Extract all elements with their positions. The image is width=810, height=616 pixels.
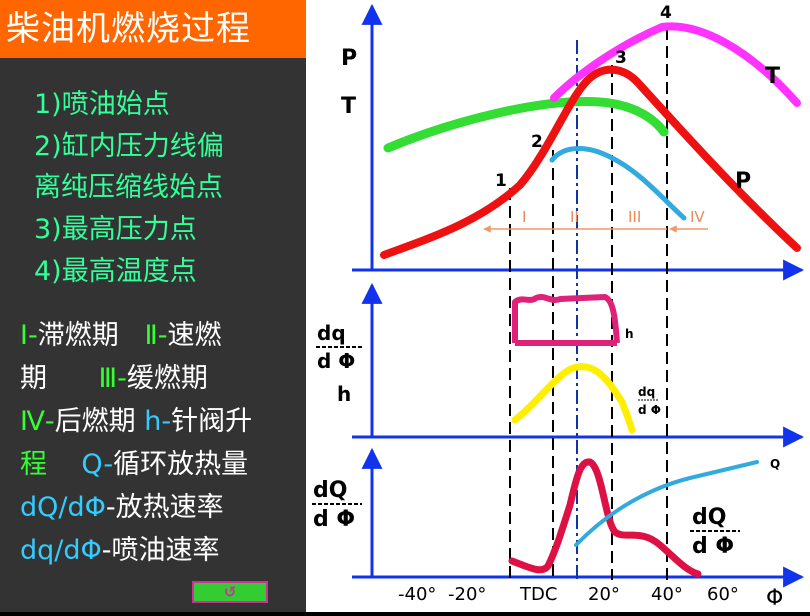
point-3: 3)最高压力点	[34, 214, 197, 245]
legend-phase-3-mark: Ⅲ-	[98, 363, 127, 394]
injection-rate-curve	[511, 363, 636, 434]
legend-line-6: dq/dΦ-喷油速率	[20, 529, 220, 573]
x-tick-20: 20°	[588, 584, 620, 605]
legend-h-text: 针阀升	[171, 406, 253, 437]
top-p-label: P	[341, 46, 357, 71]
dq-curve-label-num: dq	[638, 385, 655, 399]
legend-dq-mark: dQ/dΦ	[20, 492, 106, 523]
injection-curve	[549, 146, 687, 221]
legend-dqinj-mark: dq/dΦ	[20, 535, 102, 566]
legend-q-text: 循环放热量	[113, 449, 249, 480]
x-tick-40: 40°	[651, 584, 683, 605]
p-curve-label: P	[735, 169, 751, 194]
x-tick-minus20: -20°	[448, 584, 486, 605]
point-2-cont: 离纯压缩线始点	[34, 172, 223, 203]
point-label-2: 2	[531, 132, 543, 152]
point-1: 1)喷油始点	[34, 89, 170, 120]
x-tick-tdc: TDC	[519, 584, 557, 605]
bot-curve-label-den: d Φ	[692, 534, 734, 559]
bot-dq-num: dQ	[313, 478, 347, 503]
legend-phase-3-text: 缓燃期	[126, 363, 208, 394]
bot-dq-den: d Φ	[313, 507, 355, 532]
x-tick-minus40: -40°	[398, 584, 436, 605]
x-axis-label: Φ	[766, 586, 783, 611]
legend-line-2: 期 Ⅲ-缓燃期	[20, 357, 208, 401]
combustion-diagram: I II III IV P T T P 1 2 3 4 h dq d Φ dq …	[312, 3, 805, 611]
legend-phase-2-text: 速燃	[167, 320, 222, 351]
mid-h-label: h	[337, 382, 351, 406]
mid-dq-num: dq	[317, 321, 346, 345]
page-title: 柴油机燃烧过程	[0, 0, 306, 58]
x-tick-60: 60°	[707, 584, 739, 605]
bot-curve-label-num: dQ	[692, 505, 726, 530]
point-2: 2)缸内压力线偏	[34, 131, 224, 162]
return-button[interactable]: ↺	[192, 581, 268, 603]
point-4: 4)最高温度点	[34, 256, 197, 287]
pressure-curve	[380, 65, 801, 259]
point-label-1: 1	[495, 171, 507, 191]
point-label-4: 4	[660, 3, 672, 23]
top-t-label: T	[341, 94, 356, 119]
legend-phase-1-mark: Ⅰ-	[20, 320, 38, 351]
diagram-panel: I II III IV P T T P 1 2 3 4 h dq d Φ dq …	[306, 0, 810, 612]
q-curve-label: Q	[770, 457, 780, 471]
legend-phase-4-text: 后燃期	[54, 406, 136, 437]
point-label-3: 3	[615, 48, 627, 68]
h-curve-label: h	[625, 327, 634, 341]
legend-h-text-cont: 程	[20, 449, 47, 480]
phase-label-3: III	[628, 208, 641, 226]
legend-line-3: Ⅳ-后燃期 h-针阀升	[20, 400, 252, 444]
heat-release-rate-curve	[508, 458, 702, 578]
legend-dqinj-text: -喷油速率	[101, 535, 220, 566]
phase-label-1: I	[522, 208, 526, 226]
legend-phase-2-mark: Ⅱ-	[144, 320, 168, 351]
legend-line-1: Ⅰ-滞燃期 Ⅱ-速燃	[20, 314, 222, 358]
t-curve-label: T	[765, 64, 780, 89]
legend-phase-2-text-cont: 期	[20, 363, 47, 394]
mid-dq-den: d Φ	[317, 349, 355, 373]
phase-label-4: IV	[690, 208, 705, 226]
needle-lift-curve	[512, 294, 620, 344]
cumulative-heat-curve	[574, 460, 759, 547]
temperature-curve	[550, 22, 801, 107]
dq-curve-label-den: d Φ	[638, 403, 661, 417]
legend-dq-text: -放热速率	[105, 492, 224, 523]
legend-phase-1-text: 滞燃期	[37, 320, 119, 351]
legend-h-mark: h-	[144, 406, 172, 437]
left-panel: 柴油机燃烧过程 1)喷油始点 2)缸内压力线偏 离纯压缩线始点 3)最高压力点 …	[0, 0, 306, 612]
legend-line-5: dQ/dΦ-放热速率	[20, 486, 224, 530]
compression-curve	[383, 97, 669, 153]
legend-q-mark: Q-	[81, 449, 114, 480]
phase-label-2: II	[570, 208, 579, 226]
legend-line-4: 程 Q-循环放热量	[20, 443, 248, 487]
legend-phase-4-mark: Ⅳ-	[20, 406, 55, 437]
